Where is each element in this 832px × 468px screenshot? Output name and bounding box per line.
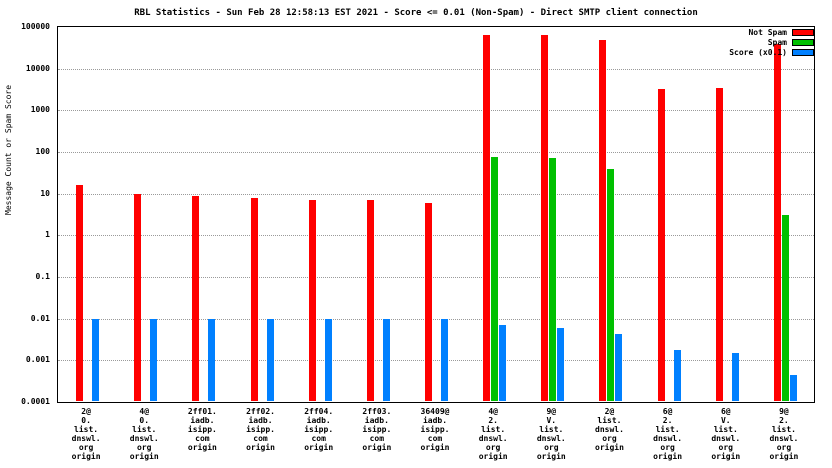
x-category-label: 2@ list. dnswl. org origin (595, 407, 624, 452)
x-category-label: 36409@ iadb. isipp. com origin (420, 407, 450, 452)
y-tick-label: 1000 (30, 105, 50, 115)
bar-not-spam (715, 87, 723, 401)
legend-label: Not Spam (748, 27, 787, 37)
x-category-label: 4@ 2. list. dnswl. org origin (478, 407, 508, 461)
x-category-label: 9@ V. list. dnswl. org origin (536, 407, 566, 461)
gridline (58, 277, 814, 278)
legend-label: Score (x0.1) (729, 47, 787, 57)
chart-title: RBL Statistics - Sun Feb 28 12:58:13 EST… (134, 8, 698, 18)
bar-score-x0-1- (557, 327, 565, 401)
x-category-label: 9@ 2. list. dnswl. org origin (769, 407, 799, 461)
bar-score-x0-1- (324, 318, 332, 401)
gridline (58, 193, 814, 195)
bar-score-x0-1- (150, 318, 158, 401)
y-tick-label: 10 (40, 188, 50, 198)
plot-area (57, 26, 815, 403)
bar-spam (491, 157, 499, 401)
legend-label: Spam (767, 37, 787, 47)
bar-not-spam (366, 200, 374, 401)
legend-swatch (792, 48, 814, 56)
legend-swatch (792, 38, 814, 46)
bar-score-x0-1- (266, 318, 274, 401)
x-category-label: 6@ V. list. dnswl. org origin (711, 407, 741, 461)
bar-score-x0-1- (441, 318, 448, 401)
y-tick-label: 0.1 (35, 272, 50, 281)
bar-score-x0-1- (499, 325, 507, 401)
bar-not-spam (599, 39, 607, 401)
bar-score-x0-1- (92, 318, 100, 401)
bar-not-spam (425, 202, 432, 401)
y-tick-label: 100000 (21, 22, 50, 31)
bar-not-spam (308, 200, 316, 401)
bar-spam (781, 215, 789, 401)
bar-score-x0-1- (789, 374, 797, 401)
bar-score-x0-1- (673, 349, 681, 401)
bar-not-spam (657, 89, 665, 401)
legend-entry: Spam (729, 37, 814, 47)
gridline (58, 235, 814, 237)
bar-score-x0-1- (615, 334, 623, 401)
bar-spam (549, 158, 557, 401)
x-category-label: 2ff03. iadb. isipp. com origin (362, 407, 392, 452)
x-category-label: 2ff01. iadb. isipp. com origin (187, 407, 217, 452)
legend-entry: Not Spam (729, 27, 814, 37)
bar-not-spam (541, 34, 549, 401)
bar-not-spam (76, 185, 84, 401)
gridline (58, 68, 814, 70)
legend: Not Spam Spam Score (x0.1) (729, 27, 814, 57)
y-tick-label: 0.01 (30, 313, 50, 323)
bar-not-spam (192, 195, 200, 401)
x-category-label: 6@ 2. list. dnswl. org origin (653, 407, 683, 461)
gridline (58, 152, 814, 153)
y-tick-label: 0.001 (25, 355, 50, 365)
bar-spam (607, 168, 615, 401)
y-tick-label: 100 (35, 147, 50, 156)
x-category-label: 2@ 0. list. dnswl. org origin (71, 407, 101, 461)
bar-not-spam (134, 193, 142, 401)
y-tick-label: 1 (45, 230, 50, 240)
y-axis-ticks: 100000 10000 1000 100 10 1 0.1 0.01 0.001 0.0001 (0, 22, 53, 406)
bar-not-spam (773, 43, 781, 401)
bar-not-spam (483, 34, 491, 401)
bar-not-spam (250, 197, 258, 401)
bar-score-x0-1- (731, 352, 739, 401)
gridline (58, 318, 814, 320)
y-tick-label: 0.0001 (21, 397, 50, 406)
x-category-label: 2ff02. iadb. isipp. com origin (246, 407, 275, 452)
x-category-label: 2ff04. iadb. isipp. com origin (304, 407, 334, 452)
gridline (58, 360, 814, 362)
bar-score-x0-1- (208, 318, 216, 401)
bar-score-x0-1- (382, 318, 390, 401)
legend-entry: Score (x0.1) (729, 47, 814, 57)
y-tick-label: 10000 (25, 63, 50, 73)
x-category-label: 4@ 0. list. dnswl. org origin (129, 407, 159, 461)
x-axis-labels: 2@ 0. list. dnswl. org origin 4@ 0. list.… (57, 407, 815, 465)
legend-swatch (792, 28, 814, 36)
gridline (58, 110, 814, 112)
